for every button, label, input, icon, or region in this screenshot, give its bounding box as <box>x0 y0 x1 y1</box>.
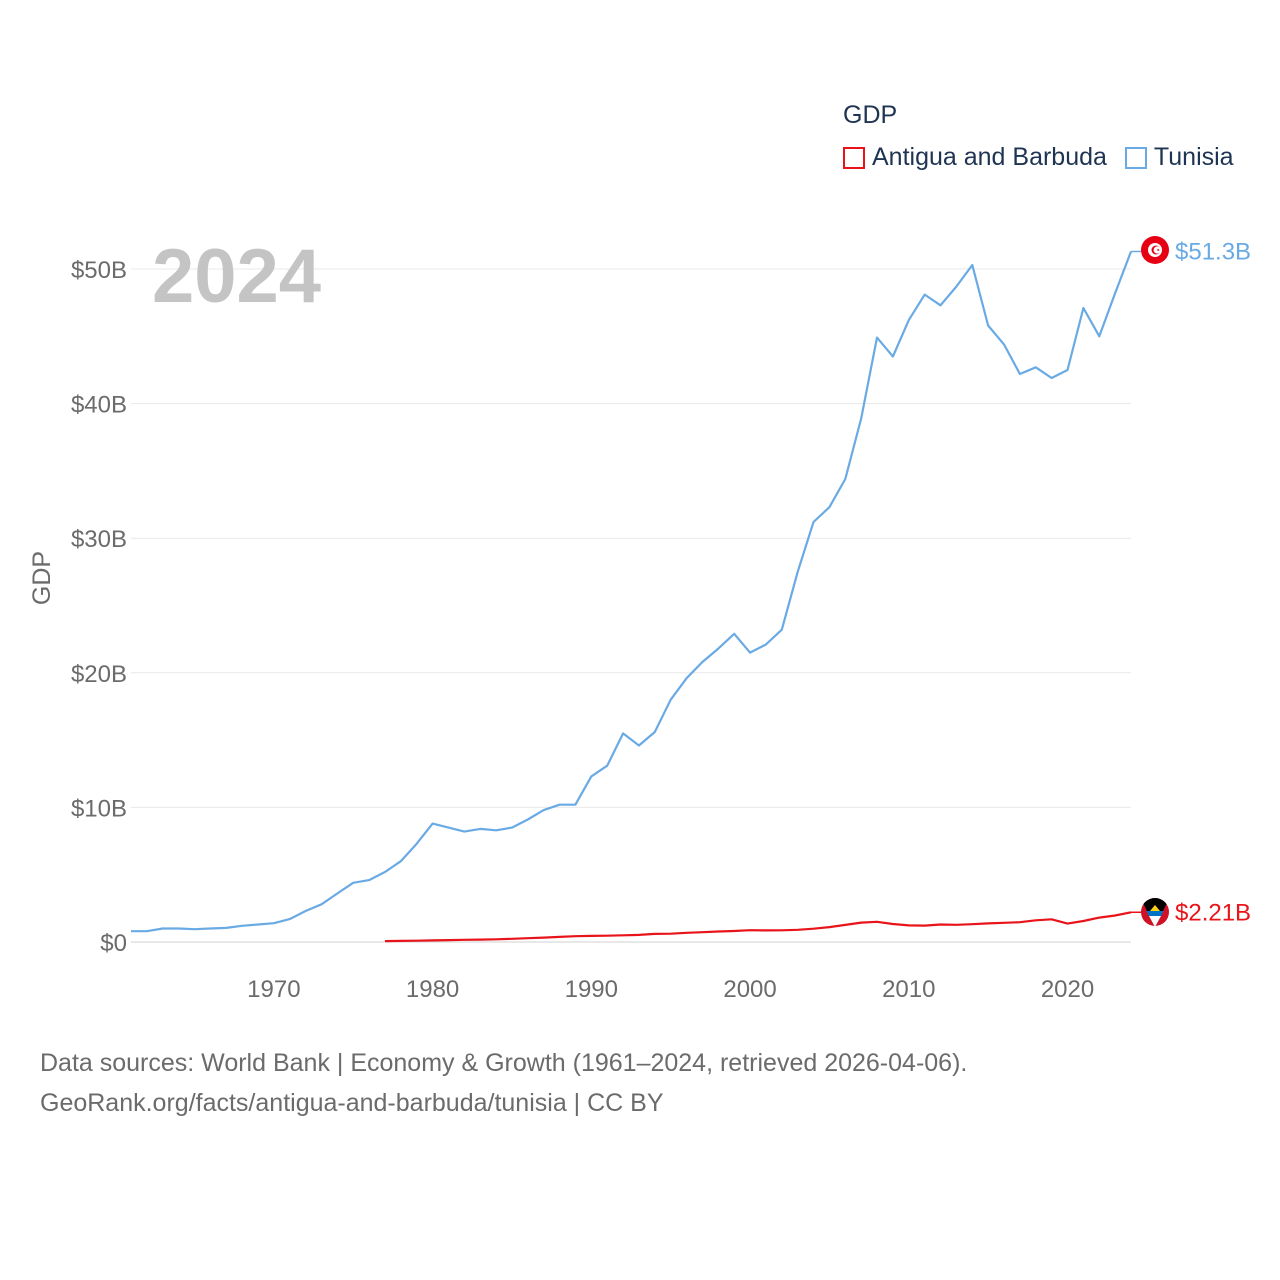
y-axis-label: GDP <box>28 551 56 605</box>
tunisia-flag-icon <box>1141 236 1169 264</box>
series-lines <box>131 250 1141 943</box>
legend: Antigua and Barbuda Tunisia <box>843 143 1234 172</box>
footer-line-url[interactable]: GeoRank.org/facts/antigua-and-barbuda/tu… <box>40 1089 664 1117</box>
x-axis-ticks: 1970 1980 1990 2000 2010 2020 <box>247 976 1094 1003</box>
x-tick-label: 2000 <box>723 976 776 1003</box>
y-tick-label: $30B <box>71 526 127 553</box>
legend-item-tunisia[interactable]: Tunisia <box>1124 143 1234 172</box>
y-axis-ticks: $0 $10B $20B $30B $40B $50B <box>71 257 127 957</box>
legend-item-antigua[interactable]: Antigua and Barbuda <box>843 143 1107 172</box>
x-tick-label: 2010 <box>882 976 935 1003</box>
legend-swatch-tunisia <box>1124 146 1147 169</box>
end-value-label: $51.3B <box>1175 239 1251 266</box>
y-tick-label: $20B <box>71 661 127 688</box>
y-tick-label: $10B <box>71 795 127 822</box>
series-line-antigua-and-barbuda <box>384 911 1132 943</box>
legend-title: GDP <box>843 101 898 129</box>
x-tick-label: 2020 <box>1041 976 1094 1003</box>
end-value-label: $2.21B <box>1175 899 1251 926</box>
x-tick-label: 1990 <box>565 976 618 1003</box>
y-tick-label: $0 <box>100 930 127 957</box>
antigua-flag-icon <box>1141 898 1169 926</box>
y-tick-label: $40B <box>71 392 127 419</box>
x-tick-label: 1980 <box>406 976 459 1003</box>
legend-swatch-antigua <box>843 146 865 169</box>
footer-sources: Data sources: World Bank | Economy & Gro… <box>40 1043 967 1123</box>
legend-label-antigua: Antigua and Barbuda <box>872 143 1107 171</box>
series-end-markers: $51.3B $2.21B <box>1141 236 1251 926</box>
series-line-tunisia <box>131 251 1133 933</box>
footer-line-sources: Data sources: World Bank | Economy & Gro… <box>40 1049 968 1077</box>
x-tick-label: 1970 <box>247 976 300 1003</box>
legend-label-tunisia: Tunisia <box>1153 143 1234 171</box>
year-watermark: 2024 <box>152 234 321 319</box>
y-tick-label: $50B <box>71 257 127 284</box>
grid-lines <box>131 268 1131 943</box>
